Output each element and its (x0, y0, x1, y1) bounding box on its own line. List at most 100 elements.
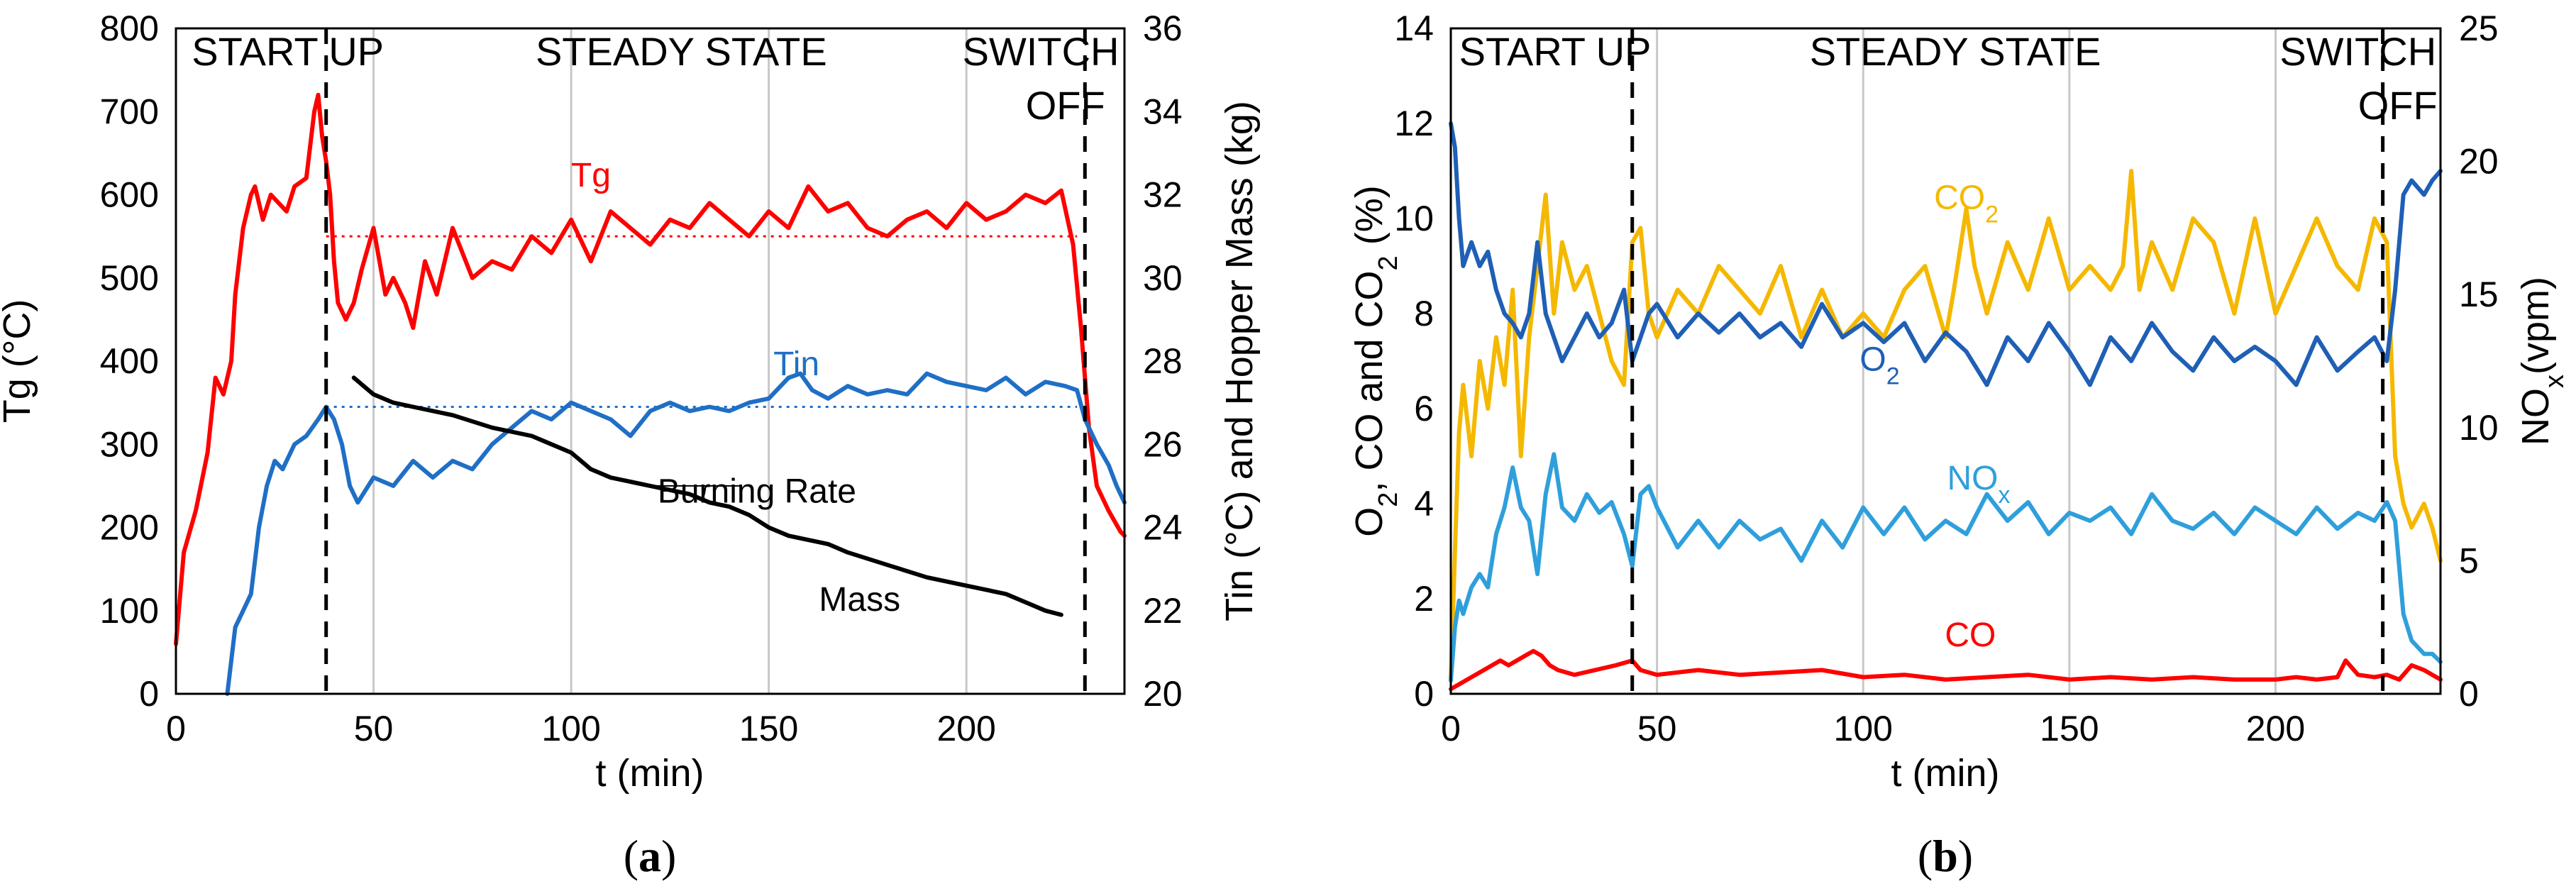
series-annotation: Burning Rate (658, 472, 856, 510)
phase-label: STEADY STATE (536, 29, 827, 74)
series-annotation: Mass (819, 581, 900, 619)
label-part: 2 (1373, 492, 1403, 507)
x-tick-label: 0 (1441, 709, 1461, 748)
y-tick-label: 700 (100, 92, 159, 131)
series-annotation: O2 (1859, 341, 1899, 389)
x-tick-label: 100 (1834, 709, 1893, 748)
label-part: , CO and CO (1348, 270, 1391, 492)
label-part: CO (1945, 616, 1996, 654)
y2-tick-label: 30 (1143, 258, 1183, 298)
phase-label: START UP (1459, 29, 1652, 74)
y-tick-label: 4 (1414, 484, 1434, 524)
y-tick-label: 100 (100, 591, 159, 631)
x-tick-label: 200 (2246, 709, 2305, 748)
y2-tick-label: 10 (2459, 408, 2499, 448)
x-tick-label: 150 (2040, 709, 2099, 748)
plot-frame (1449, 27, 2442, 695)
y2-tick-label: 20 (1143, 674, 1183, 714)
y-tick-label: 0 (139, 674, 159, 714)
label-part: NO (2514, 388, 2557, 446)
y2-tick-label: 5 (2459, 541, 2479, 580)
label-part: 2 (1985, 201, 1999, 228)
series-annotation: NOx (1947, 460, 2011, 509)
series-line-mass (351, 375, 1063, 617)
burning-rate-angle-arc (701, 485, 707, 502)
label-part: x (2540, 375, 2570, 388)
x-axis-label: t (min) (1891, 752, 2000, 795)
y-tick-label: 400 (100, 341, 159, 381)
phase-label: SWITCH (963, 29, 1120, 74)
series-line-co2 (1449, 169, 2443, 682)
y-tick-label: 0 (1414, 674, 1434, 714)
x-tick-label: 200 (936, 709, 995, 748)
y-tick-label: 2 (1414, 579, 1434, 619)
y-tick-label: 500 (100, 258, 159, 298)
series-line-tin (225, 371, 1127, 696)
panel-label-part: a (639, 831, 661, 881)
y2-axis-label: NOx(vpm) (2514, 277, 2570, 446)
panel-a-chart: START UP STEADY STATE SWITCH OFF 0 50 100 150 20… (0, 9, 1261, 881)
label-part: (%) (1348, 185, 1391, 255)
y-tick-label: 12 (1394, 104, 1434, 143)
panel-label-part: ( (1918, 831, 1933, 881)
x-axis-label: t (min) (596, 752, 704, 795)
x-tick-label: 0 (166, 709, 186, 748)
y-axis-label: O2, CO and CO2 (%) (1348, 185, 1403, 536)
series-annotation: CO2 (1934, 179, 1999, 228)
x-tick-label: 50 (354, 709, 394, 748)
y2-tick-label: 34 (1143, 92, 1183, 131)
label-part: NO (1947, 460, 1999, 497)
y-tick-label: 300 (100, 424, 159, 464)
plot-frame (175, 27, 1126, 695)
y2-tick-label: 26 (1143, 424, 1183, 464)
panel-label: (a) (624, 831, 677, 881)
y2-tick-label: 24 (1143, 508, 1183, 548)
series-line-nox (1449, 452, 2443, 683)
series-annotation: Tg (571, 157, 611, 194)
label-part: O (1859, 341, 1886, 378)
y-tick-label: 200 (100, 508, 159, 548)
panel-label: (b) (1918, 831, 1973, 881)
series-line-tg (174, 92, 1127, 646)
label-part: (vpm) (2514, 277, 2557, 375)
y-tick-label: 10 (1394, 199, 1434, 238)
label-part: O (1348, 507, 1391, 537)
y-tick-label: 800 (100, 9, 159, 48)
series-annotation: CO (1945, 616, 1996, 654)
y-axis-label: Tg (°C) (0, 299, 38, 424)
series-line-co (1449, 648, 2443, 692)
series-line-o2 (1449, 121, 2443, 387)
phase-label: SWITCH (2279, 29, 2436, 74)
label-part: CO (1934, 179, 1985, 217)
label-part: x (1999, 482, 2011, 509)
x-tick-label: 50 (1637, 709, 1677, 748)
label-part: 2 (1373, 255, 1403, 270)
panel-label-part: ( (624, 831, 639, 881)
y-tick-label: 14 (1394, 9, 1434, 48)
y2-tick-label: 15 (2459, 275, 2499, 314)
y-tick-label: 600 (100, 175, 159, 215)
y2-axis-label: Tin (°C) and Hopper Mass (kg) (1218, 101, 1261, 621)
y2-tick-label: 28 (1143, 341, 1183, 381)
y2-tick-label: 36 (1143, 9, 1183, 48)
y2-tick-label: 32 (1143, 175, 1183, 215)
phase-label: STEADY STATE (1810, 29, 2101, 74)
panel-label-part: b (1933, 831, 1958, 881)
x-tick-label: 150 (739, 709, 798, 748)
x-tick-label: 100 (541, 709, 600, 748)
phase-label: START UP (192, 29, 384, 74)
label-part: 2 (1886, 363, 1900, 389)
phase-label: OFF (2358, 83, 2438, 128)
series-annotation: Tin (773, 345, 819, 383)
y-tick-label: 6 (1414, 389, 1434, 428)
y-tick-label: 8 (1414, 294, 1434, 333)
y2-tick-label: 25 (2459, 9, 2499, 48)
y2-tick-label: 22 (1143, 591, 1183, 631)
y2-tick-label: 0 (2459, 674, 2479, 714)
panel-label-part: ) (661, 831, 676, 881)
phase-label: OFF (1026, 83, 1105, 128)
y2-tick-label: 20 (2459, 142, 2499, 182)
panel-label-part: ) (1958, 831, 1973, 881)
